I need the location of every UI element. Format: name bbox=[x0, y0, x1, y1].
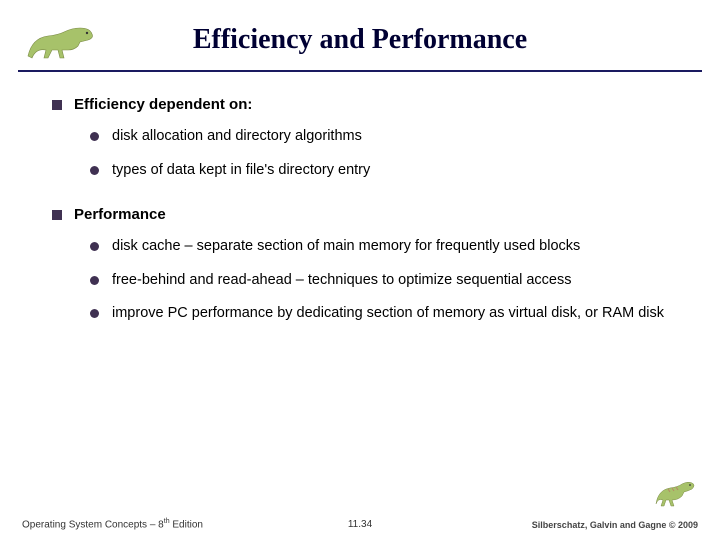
bullet-item: Efficiency dependent on: disk allocation… bbox=[52, 96, 668, 180]
sub-bullet-item: disk allocation and directory algorithms bbox=[90, 127, 668, 147]
sub-bullet-item: types of data kept in file's directory e… bbox=[90, 161, 668, 181]
slide-footer: Operating System Concepts – 8th Edition … bbox=[0, 502, 720, 530]
slide-title: Efficiency and Performance bbox=[0, 18, 720, 56]
sub-bullet-text: types of data kept in file's directory e… bbox=[112, 162, 370, 178]
sub-bullet-text: disk cache – separate section of main me… bbox=[112, 238, 580, 254]
dinosaur-icon bbox=[18, 18, 108, 64]
sub-bullet-list: disk cache – separate section of main me… bbox=[74, 237, 668, 324]
slide-header: Efficiency and Performance bbox=[0, 18, 720, 76]
slide: Efficiency and Performance Efficiency de… bbox=[0, 0, 720, 540]
footer-page-number: 11.34 bbox=[348, 519, 372, 530]
dinosaur-icon bbox=[652, 476, 698, 510]
footer-copyright: Silberschatz, Galvin and Gagne © 2009 bbox=[532, 520, 698, 530]
bullet-list: Efficiency dependent on: disk allocation… bbox=[52, 96, 668, 324]
sub-bullet-item: disk cache – separate section of main me… bbox=[90, 237, 668, 257]
sub-bullet-list: disk allocation and directory algorithms… bbox=[74, 127, 668, 180]
title-underline bbox=[18, 70, 702, 72]
sub-bullet-item: free-behind and read-ahead – techniques … bbox=[90, 271, 668, 291]
bullet-text: Efficiency dependent on: bbox=[74, 96, 252, 113]
footer-left-prefix: Operating System Concepts – 8 bbox=[22, 519, 164, 530]
slide-body: Efficiency dependent on: disk allocation… bbox=[52, 96, 668, 480]
bullet-text: Performance bbox=[74, 206, 166, 223]
bullet-item: Performance disk cache – separate sectio… bbox=[52, 206, 668, 324]
footer-left-text: Operating System Concepts – 8th Edition bbox=[22, 518, 203, 530]
sub-bullet-item: improve PC performance by dedicating sec… bbox=[90, 304, 668, 324]
sub-bullet-text: improve PC performance by dedicating sec… bbox=[112, 305, 664, 321]
footer-left-suffix: Edition bbox=[170, 519, 203, 530]
sub-bullet-text: free-behind and read-ahead – techniques … bbox=[112, 272, 571, 288]
sub-bullet-text: disk allocation and directory algorithms bbox=[112, 128, 362, 144]
